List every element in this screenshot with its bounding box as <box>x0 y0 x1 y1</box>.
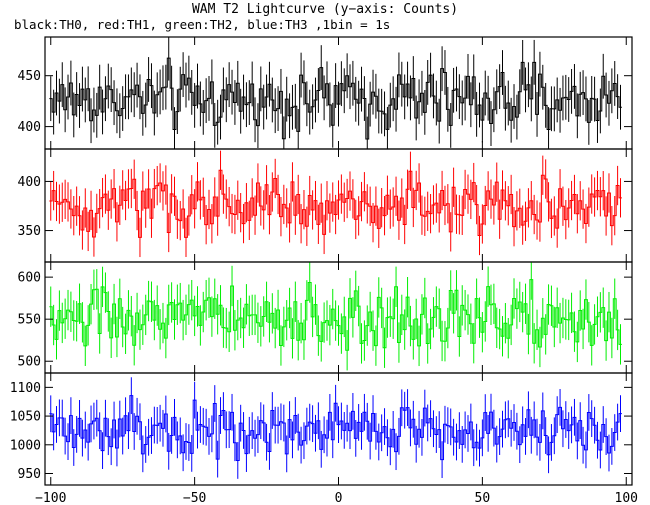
x-tick-label: 100 <box>615 491 638 505</box>
x-tick-label: 0 <box>335 491 343 505</box>
series-th1 <box>49 150 622 258</box>
y-tick-label: 1050 <box>10 410 41 425</box>
series-th3 <box>49 377 622 479</box>
panel-th1: 350 400 <box>18 148 633 263</box>
x-tick-label: −100 <box>35 491 66 505</box>
chart-subtitle: black:TH0, red:TH1, green:TH2, blue:TH3 … <box>14 17 391 32</box>
y-tick-label: 1100 <box>10 381 41 396</box>
y-tick-label: 350 <box>18 224 41 239</box>
panel-th3: 950 1000 1050 1100 <box>10 372 633 486</box>
y-tick-label: 500 <box>18 355 41 370</box>
panel-frame <box>44 372 633 486</box>
series-th2 <box>49 262 622 371</box>
y-tick-label: 400 <box>18 175 41 190</box>
y-tick-label: 1000 <box>10 438 41 453</box>
x-tick-label: 50 <box>475 491 491 505</box>
series-th0 <box>49 37 622 149</box>
y-tick-label: 950 <box>18 467 41 482</box>
panel-th0: 400 450 <box>18 36 633 150</box>
y-tick-label: 550 <box>18 313 41 328</box>
y-tick-label: 400 <box>18 120 41 135</box>
y-tick-label: 450 <box>18 69 41 84</box>
y-tick-label: 600 <box>18 271 41 286</box>
chart-title: WAM T2 Lightcurve (y−axis: Counts) <box>191 2 459 17</box>
panel-th2: 500 550 600 <box>18 261 633 374</box>
x-tick-label: −50 <box>183 491 206 505</box>
